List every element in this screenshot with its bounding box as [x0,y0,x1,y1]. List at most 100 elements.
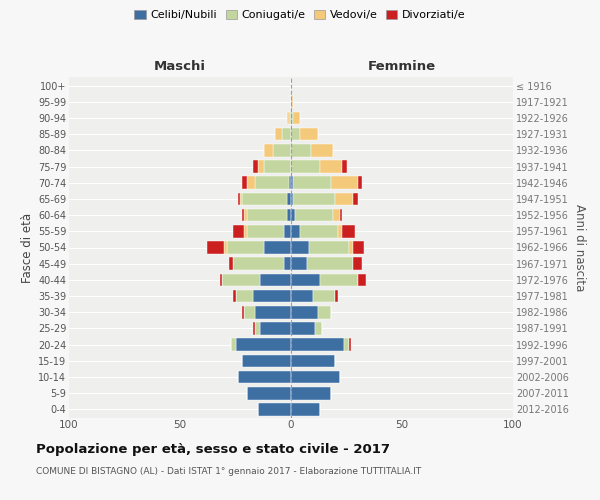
Bar [233,225,244,237]
Bar [293,112,300,124]
Bar [291,225,300,237]
Bar [275,128,282,140]
Bar [244,209,247,222]
Bar [349,338,351,351]
Bar [338,225,342,237]
Bar [342,225,355,237]
Bar [291,176,293,189]
Bar [282,128,291,140]
Bar [291,112,293,124]
Text: COMUNE DI BISTAGNO (AL) - Dati ISTAT 1° gennaio 2017 - Elaborazione TUTTITALIA.I: COMUNE DI BISTAGNO (AL) - Dati ISTAT 1° … [36,468,421,476]
Bar [353,241,364,254]
Bar [291,387,331,400]
Bar [291,306,317,318]
Bar [293,176,331,189]
Bar [242,192,287,205]
Bar [353,192,358,205]
Bar [233,258,284,270]
Bar [206,241,224,254]
Bar [256,176,289,189]
Bar [293,192,335,205]
Bar [291,338,344,351]
Bar [358,274,367,286]
Bar [242,306,244,318]
Bar [320,160,342,173]
Bar [342,160,347,173]
Bar [265,160,291,173]
Bar [291,290,313,302]
Bar [247,225,284,237]
Bar [231,338,235,351]
Bar [311,144,333,156]
Bar [291,370,340,384]
Bar [291,241,309,254]
Bar [253,160,258,173]
Bar [260,322,291,335]
Bar [291,354,335,367]
Bar [247,387,291,400]
Bar [253,322,256,335]
Bar [287,209,291,222]
Text: Femmine: Femmine [368,60,436,72]
Bar [291,96,293,108]
Bar [291,403,320,415]
Bar [333,209,340,222]
Bar [340,209,342,222]
Bar [235,338,291,351]
Bar [344,338,349,351]
Bar [273,144,291,156]
Text: Popolazione per età, sesso e stato civile - 2017: Popolazione per età, sesso e stato civil… [36,442,390,456]
Bar [349,241,353,254]
Bar [317,306,331,318]
Bar [256,322,260,335]
Y-axis label: Fasce di età: Fasce di età [20,212,34,282]
Bar [289,112,291,124]
Bar [358,176,362,189]
Bar [265,241,291,254]
Bar [258,403,291,415]
Bar [291,274,320,286]
Bar [242,176,247,189]
Bar [244,225,247,237]
Bar [238,370,291,384]
Bar [227,241,265,254]
Bar [244,306,256,318]
Bar [258,160,265,173]
Bar [220,274,222,286]
Bar [291,209,295,222]
Bar [291,258,307,270]
Bar [291,192,293,205]
Bar [320,274,358,286]
Bar [291,144,311,156]
Bar [331,176,358,189]
Bar [242,354,291,367]
Bar [300,128,317,140]
Bar [222,274,260,286]
Bar [229,258,233,270]
Bar [300,225,338,237]
Bar [291,322,316,335]
Y-axis label: Anni di nascita: Anni di nascita [573,204,586,291]
Bar [316,322,322,335]
Bar [313,290,335,302]
Bar [235,290,253,302]
Bar [291,128,300,140]
Bar [233,290,235,302]
Bar [287,192,291,205]
Bar [284,225,291,237]
Bar [287,112,289,124]
Bar [242,209,244,222]
Bar [335,290,338,302]
Bar [238,192,240,205]
Bar [224,241,227,254]
Bar [265,144,273,156]
Bar [247,176,256,189]
Bar [260,274,291,286]
Bar [256,306,291,318]
Bar [284,258,291,270]
Legend: Celibi/Nubili, Coniugati/e, Vedovi/e, Divorziati/e: Celibi/Nubili, Coniugati/e, Vedovi/e, Di… [130,6,470,25]
Text: Maschi: Maschi [154,60,206,72]
Bar [353,258,362,270]
Bar [309,241,349,254]
Bar [240,192,242,205]
